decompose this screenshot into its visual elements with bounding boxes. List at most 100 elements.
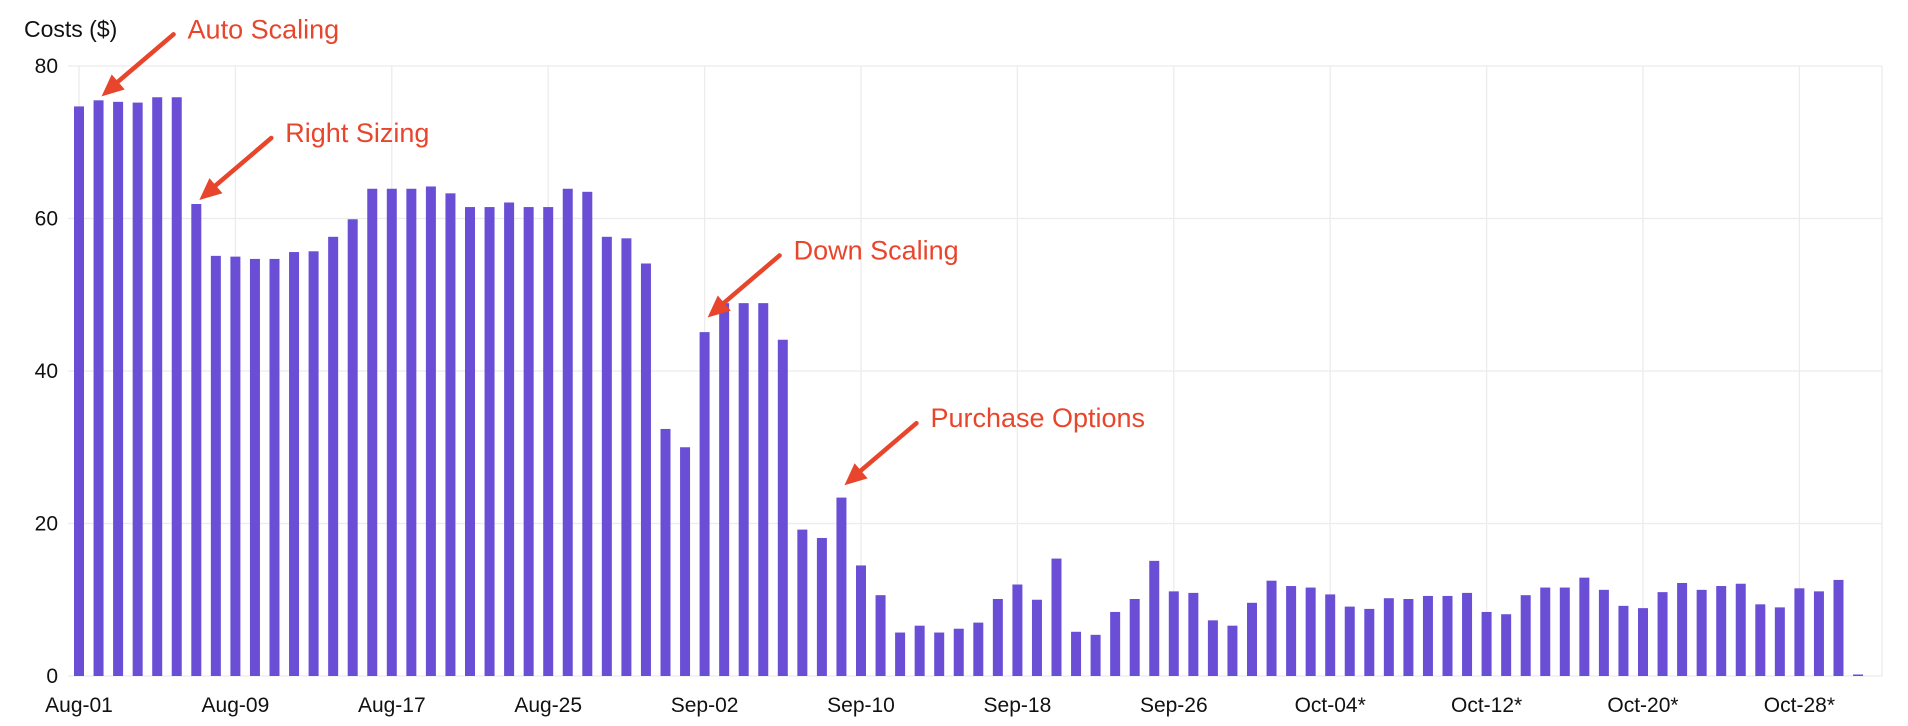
annotation-arrow-shaft xyxy=(716,253,782,310)
y-tick-label: 40 xyxy=(35,360,58,383)
bar xyxy=(328,236,339,677)
y-axis-ticks: 0 20 40 60 80 xyxy=(35,55,58,688)
bar xyxy=(1129,598,1140,676)
bar xyxy=(719,303,730,676)
bar xyxy=(1696,589,1707,676)
annotation-arrow-head xyxy=(101,74,125,97)
bar xyxy=(386,188,397,676)
y-tick-label: 60 xyxy=(35,208,58,231)
bar xyxy=(1051,558,1062,676)
bar xyxy=(1774,607,1785,676)
x-tick-label: Sep-02 xyxy=(671,694,739,717)
bar xyxy=(425,186,436,676)
bar xyxy=(895,632,906,676)
bar xyxy=(1325,594,1336,676)
bar xyxy=(308,251,319,676)
bar xyxy=(1110,611,1121,676)
bar xyxy=(1794,588,1805,676)
y-axis-title: Costs ($) xyxy=(24,16,117,42)
x-tick-label: Sep-26 xyxy=(1140,694,1208,717)
bar xyxy=(621,238,632,676)
bar xyxy=(1481,611,1492,676)
bar xyxy=(289,252,300,677)
bar xyxy=(1305,587,1316,676)
x-tick-label: Aug-17 xyxy=(358,694,426,717)
bar xyxy=(1559,587,1570,676)
x-tick-label: Oct-20* xyxy=(1607,694,1678,717)
x-tick-label: Oct-28* xyxy=(1764,694,1835,717)
bar xyxy=(777,339,788,676)
x-tick-label: Sep-10 xyxy=(827,694,895,717)
bar xyxy=(1286,586,1297,676)
bar xyxy=(640,263,651,676)
bar xyxy=(1598,589,1609,676)
bar xyxy=(1735,583,1746,676)
bar xyxy=(230,256,241,676)
bar xyxy=(1755,604,1766,676)
annotation-label: Auto Scaling xyxy=(188,14,340,44)
x-axis-ticks: Aug-01 Aug-09 Aug-17 Aug-25 Sep-02 Sep-10 Sep-… xyxy=(45,694,1835,717)
bar xyxy=(1540,587,1551,676)
x-tick-label: Aug-01 xyxy=(45,694,113,717)
bar xyxy=(934,632,945,676)
bar xyxy=(1207,620,1218,676)
bar xyxy=(660,428,671,676)
annotations: Auto Scaling Right Sizing Down Scaling Purc… xyxy=(101,14,1145,486)
bar xyxy=(113,101,124,676)
bar xyxy=(1833,579,1844,676)
bar xyxy=(836,497,847,676)
bar xyxy=(1677,582,1688,676)
bar xyxy=(347,219,358,676)
bar xyxy=(1071,631,1082,676)
bar xyxy=(797,529,808,676)
bar xyxy=(582,191,593,676)
bar xyxy=(1657,592,1668,676)
annotation-label: Purchase Options xyxy=(930,403,1145,433)
bar xyxy=(1149,560,1160,676)
bar xyxy=(74,106,84,677)
annotation: Auto Scaling xyxy=(101,14,340,97)
bar xyxy=(973,622,984,676)
bar xyxy=(171,97,182,676)
y-tick-label: 20 xyxy=(35,513,58,536)
annotation: Purchase Options xyxy=(844,403,1145,486)
bar xyxy=(484,207,495,676)
x-tick-label: Sep-18 xyxy=(984,694,1052,717)
annotation-label: Right Sizing xyxy=(285,118,429,148)
bar xyxy=(738,303,749,676)
bar xyxy=(1422,595,1433,676)
y-tick-label: 0 xyxy=(46,665,58,688)
bar xyxy=(1188,592,1199,676)
bar xyxy=(758,303,769,676)
bar xyxy=(875,595,886,676)
bar xyxy=(465,207,475,676)
bar xyxy=(210,255,221,677)
bar xyxy=(1579,577,1590,676)
bar xyxy=(1813,591,1824,676)
bar xyxy=(1442,595,1453,676)
bar xyxy=(914,625,925,676)
annotation: Right Sizing xyxy=(199,118,429,201)
x-tick-label: Oct-04* xyxy=(1295,694,1366,717)
bar xyxy=(699,332,710,676)
bar xyxy=(249,258,260,676)
bar xyxy=(406,188,417,676)
bar xyxy=(1853,674,1864,676)
bar xyxy=(191,204,202,676)
bar xyxy=(953,628,964,676)
bar xyxy=(1344,606,1355,676)
bar xyxy=(1031,599,1042,676)
annotation-arrow-head xyxy=(844,463,868,486)
annotation: Down Scaling xyxy=(707,235,959,318)
x-tick-label: Aug-09 xyxy=(202,694,270,717)
bar xyxy=(816,537,827,676)
bar xyxy=(504,202,515,677)
bar xyxy=(523,207,534,676)
bar xyxy=(1462,592,1473,676)
x-tick-label: Oct-12* xyxy=(1451,694,1522,717)
annotation-arrow-head xyxy=(199,178,223,201)
y-tick-label: 80 xyxy=(35,55,58,78)
bar-series xyxy=(74,97,1864,677)
bar xyxy=(1716,586,1727,676)
annotation-arrow-shaft xyxy=(110,32,176,89)
